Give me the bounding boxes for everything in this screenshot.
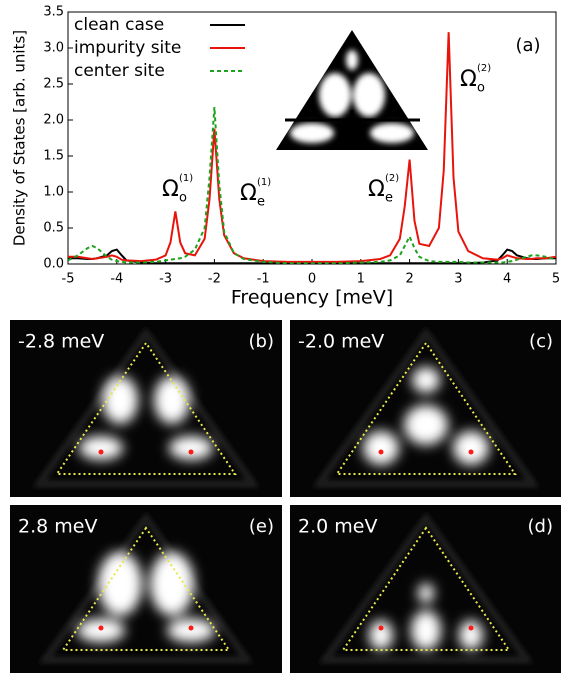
blobs [363, 367, 489, 465]
mode-blob [98, 551, 142, 616]
mode-blob [79, 436, 123, 460]
series-line [68, 32, 556, 263]
y-tick-label: 0.5 [43, 221, 64, 236]
mode-blob [459, 620, 483, 651]
x-tick-label: 4 [503, 272, 511, 287]
impurity-dot [98, 625, 104, 631]
mode-blob [418, 583, 434, 604]
image-panel: -2.0 meV (c) [290, 320, 561, 497]
mode-blob [363, 431, 399, 465]
mode-blob [411, 610, 441, 651]
y-tick-label: 1.5 [43, 149, 64, 164]
halo [313, 327, 539, 487]
panel-label: (d) [528, 516, 553, 537]
mode-blob [169, 436, 213, 460]
x-tick-label: -5 [62, 272, 75, 287]
inset-blob [346, 50, 358, 70]
boundary [335, 341, 517, 475]
mode-blob [150, 551, 194, 616]
annotation-sup: (1) [179, 173, 193, 184]
x-axis-label: Frequency [meV] [231, 287, 393, 309]
panel-energy: 2.8 meV [18, 516, 97, 538]
annotation-sub: e [385, 191, 393, 206]
x-tick-label: -2 [208, 272, 221, 287]
panel-label: (b) [249, 331, 274, 352]
image-panel: 2.0 meV (d) [290, 505, 561, 673]
halo [39, 512, 253, 663]
mode-blob [154, 376, 190, 424]
y-tick-label: 3.0 [43, 41, 64, 56]
annotation-sup: (2) [385, 173, 399, 184]
x-tick-label: 1 [357, 272, 365, 287]
legend-label: impurity site [74, 38, 181, 58]
annotation-sub: o [179, 191, 187, 206]
panel-label: (a) [515, 35, 540, 56]
legend-label: center site [74, 61, 165, 81]
inset [276, 30, 428, 150]
series-line [68, 106, 556, 264]
panel-energy: -2.0 meV [298, 331, 384, 353]
blobs [79, 376, 213, 460]
boundary [341, 526, 511, 651]
panel-energy: -2.8 meV [18, 331, 104, 353]
image-panel: 2.8 meV (e) [10, 505, 282, 673]
halo [319, 512, 533, 663]
inset-blob [319, 73, 351, 117]
mode-blob [369, 620, 393, 651]
x-tick-label: 5 [552, 272, 560, 287]
mode-blob [453, 431, 489, 465]
inset-blob [290, 123, 334, 143]
panel-energy: 2.0 meV [298, 516, 377, 538]
impurity-dot [468, 625, 474, 631]
plot [68, 32, 556, 264]
halo [33, 327, 259, 487]
annotation-symbol: Ω [240, 181, 257, 206]
x-tick-label: -4 [110, 272, 123, 287]
x-tick-label: 2 [405, 272, 413, 287]
impurity-dot [468, 449, 474, 455]
impurity-dot [188, 449, 194, 455]
y-tick-label: 3.5 [43, 5, 64, 20]
panel-background [10, 320, 282, 497]
inset-blob [353, 73, 385, 117]
inset-blob [370, 123, 414, 143]
x-tick-label: -1 [257, 272, 270, 287]
mode-blob [412, 367, 440, 393]
inset-blobs [290, 50, 414, 143]
annotation-sup: (2) [477, 63, 491, 74]
annotation-symbol: Ω [162, 177, 179, 202]
boundary [55, 341, 237, 475]
annotation-sup: (1) [257, 177, 271, 188]
y-axis-label: Density of States [arb. units] [11, 30, 29, 246]
y-tick-label: 2.0 [43, 113, 64, 128]
mode-blob [102, 376, 138, 424]
y-tick-label: 1.0 [43, 185, 64, 200]
blobs [369, 583, 483, 651]
annotation-symbol: Ω [368, 177, 385, 202]
y-tick-label: 2.5 [43, 77, 64, 92]
impurity-dot [378, 625, 384, 631]
image-panel: -2.8 meV (b) [10, 320, 282, 497]
x-tick-label: -3 [159, 272, 172, 287]
impurity-dot [98, 449, 104, 455]
annotation-sub: o [477, 81, 485, 96]
impurity-dot [378, 449, 384, 455]
annotation-symbol: Ω [460, 67, 477, 92]
x-tick-label: 3 [454, 272, 462, 287]
legend-label: clean case [74, 15, 164, 35]
boundary [61, 526, 231, 651]
panel-label: (e) [249, 516, 274, 537]
x-tick-label: 0 [308, 272, 316, 287]
y-tick-label: 0.0 [43, 257, 64, 272]
panel-label: (c) [529, 331, 553, 352]
mode-blob [404, 405, 448, 445]
impurity-dot [188, 625, 194, 631]
annotation-sub: e [257, 195, 265, 210]
